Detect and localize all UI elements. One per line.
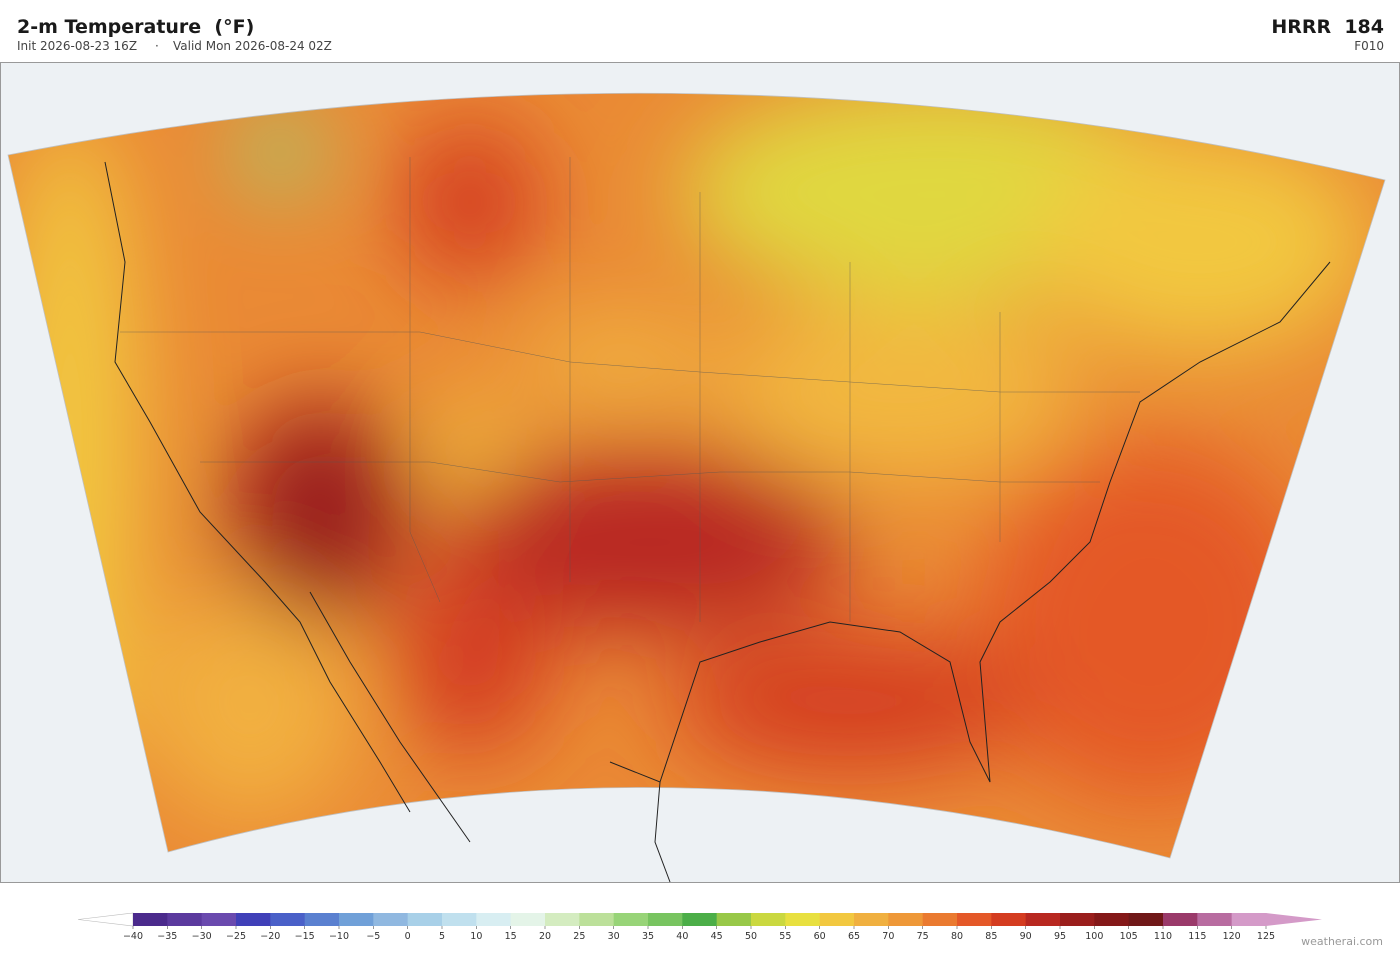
colorbar-swatch bbox=[236, 913, 271, 926]
colorbar-tick-label: −40 bbox=[123, 931, 143, 942]
colorbar-swatch bbox=[1128, 913, 1164, 926]
colorbar-tick-label: 90 bbox=[1020, 931, 1032, 942]
colorbar-tick-label: −15 bbox=[295, 931, 315, 942]
colorbar-tick-label: 120 bbox=[1223, 931, 1241, 942]
colorbar-swatch bbox=[751, 913, 786, 926]
colorbar-tick-label: 40 bbox=[676, 931, 688, 942]
colorbar-tick-label: −25 bbox=[226, 931, 246, 942]
colorbar-tick-label: 0 bbox=[405, 931, 411, 942]
colorbar-tick-label: 75 bbox=[917, 931, 929, 942]
colorbar-tick-label: 5 bbox=[439, 931, 445, 942]
colorbar-swatch bbox=[1231, 913, 1267, 926]
colorbar-swatch bbox=[648, 913, 683, 926]
forecast-hour: F010 bbox=[1354, 39, 1384, 53]
colorbar-tick-label: 55 bbox=[779, 931, 791, 942]
colorbar-swatch bbox=[270, 913, 306, 926]
colorbar-tick-label: 30 bbox=[608, 931, 620, 942]
temperature-field bbox=[8, 93, 1385, 859]
colorbar-tick-label: −35 bbox=[157, 931, 177, 942]
init-time: Init 2026-08-23 16Z bbox=[17, 39, 138, 53]
colorbar-tick-label: 50 bbox=[745, 931, 757, 942]
colorbar-swatch bbox=[476, 913, 512, 926]
colorbar-swatch bbox=[304, 913, 340, 926]
colorbar-swatch bbox=[579, 913, 615, 926]
colorbar-swatch bbox=[1163, 913, 1198, 926]
colorbar-tick-label: 20 bbox=[539, 931, 551, 942]
colorbar-swatch bbox=[888, 913, 924, 926]
colorbar-tick-label: 115 bbox=[1188, 931, 1206, 942]
colorbar-swatch bbox=[957, 913, 992, 926]
colorbar-tick-label: 10 bbox=[470, 931, 482, 942]
colorbar-swatch bbox=[1197, 913, 1233, 926]
colorbar-swatch bbox=[991, 913, 1027, 926]
colorbar-tick-label: 125 bbox=[1257, 931, 1275, 942]
colorbar-swatch bbox=[1060, 913, 1095, 926]
colorbar-swatch bbox=[1025, 913, 1061, 926]
colorbar-tick-label: 95 bbox=[1054, 931, 1066, 942]
colorbar-tick-label: 110 bbox=[1154, 931, 1172, 942]
title: 2-m Temperature (°F) bbox=[17, 16, 255, 38]
colorbar-swatch bbox=[373, 913, 409, 926]
colorbar-tick-label: −30 bbox=[192, 931, 212, 942]
valid-time: Valid Mon 2026-08-24 02Z bbox=[173, 39, 332, 53]
model-name: HRRR 184 bbox=[1271, 16, 1384, 38]
colorbar-swatch bbox=[545, 913, 580, 926]
colorbar-swatch bbox=[167, 913, 203, 926]
colorbar-swatch bbox=[819, 913, 855, 926]
credit: weatherai.com bbox=[1301, 935, 1383, 948]
coastline bbox=[104, 161, 1331, 883]
colorbar-tick-label: 15 bbox=[505, 931, 517, 942]
colorbar-tick-label: 65 bbox=[848, 931, 860, 942]
colorbar-tick-label: −20 bbox=[260, 931, 280, 942]
colorbar-swatch bbox=[682, 913, 718, 926]
colorbar-swatch bbox=[407, 913, 443, 926]
colorbar-under bbox=[77, 912, 134, 927]
colorbar-swatch bbox=[442, 913, 477, 926]
colorbar-tick-label: 100 bbox=[1085, 931, 1103, 942]
colorbar-swatch bbox=[1094, 913, 1130, 926]
colorbar-tick-label: 45 bbox=[711, 931, 723, 942]
state-borders bbox=[120, 157, 1140, 622]
colorbar: −40 −35 −30 −25 −20 −15 −10 −5 0 5 10 15 20 25 30 35 40 4… bbox=[77, 912, 1322, 942]
colorbar-tick-label: 105 bbox=[1120, 931, 1138, 942]
colorbar-swatch bbox=[133, 913, 168, 926]
colorbar-swatch bbox=[339, 913, 374, 926]
colorbar-tick-label: 80 bbox=[951, 931, 963, 942]
colorbar-swatch bbox=[613, 913, 649, 926]
colorbar-over bbox=[1266, 913, 1322, 926]
colorbar-swatch bbox=[922, 913, 958, 926]
colorbar-tick-label: 70 bbox=[882, 931, 894, 942]
colorbar-swatch bbox=[201, 913, 237, 926]
colorbar-tick-label: −10 bbox=[329, 931, 349, 942]
colorbar-tick-label: 60 bbox=[814, 931, 826, 942]
separator: · bbox=[155, 39, 159, 53]
colorbar-tick-label: 25 bbox=[573, 931, 585, 942]
map bbox=[0, 62, 1400, 883]
colorbar-tick-label: −5 bbox=[366, 931, 380, 942]
colorbar-tick-label: 35 bbox=[642, 931, 654, 942]
colorbar-swatch bbox=[785, 913, 821, 926]
colorbar-swatch bbox=[716, 913, 752, 926]
colorbar-tick-label: 85 bbox=[985, 931, 997, 942]
colorbar-swatch bbox=[854, 913, 889, 926]
colorbar-swatch bbox=[510, 913, 546, 926]
